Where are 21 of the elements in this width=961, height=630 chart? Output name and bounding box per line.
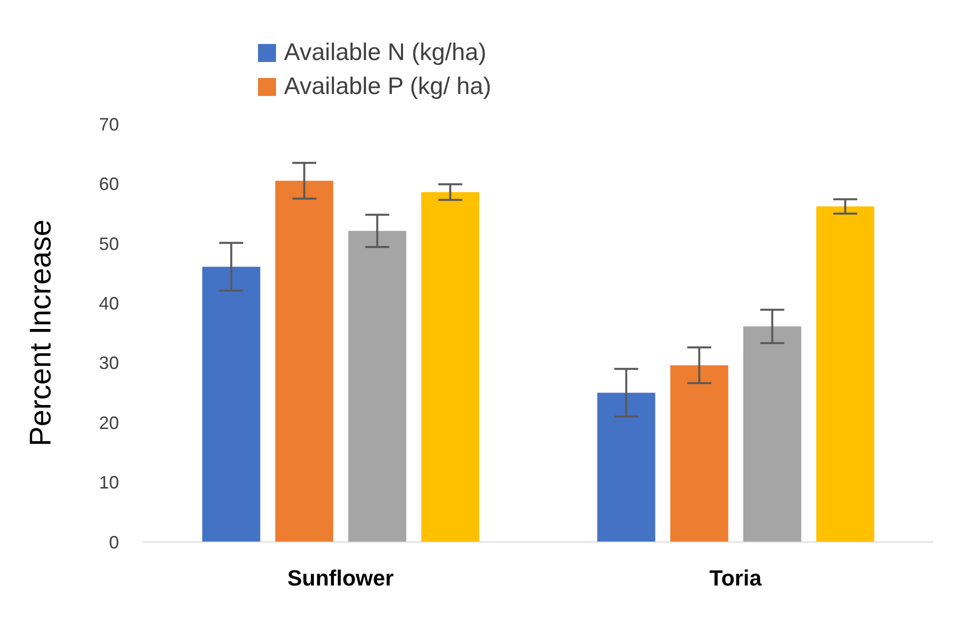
- y-tick-label: 30: [98, 353, 119, 374]
- y-tick-label: 60: [98, 174, 119, 194]
- y-axis-title: Percent Increase: [24, 220, 58, 446]
- y-tick-label: 10: [98, 472, 119, 493]
- x-tick-label: Toria: [709, 566, 762, 591]
- y-tick-label: 40: [98, 294, 119, 314]
- x-tick-label: Sunflower: [287, 566, 394, 591]
- bar: [421, 192, 480, 542]
- y-tick-label: 0: [108, 532, 119, 552]
- bar: [816, 206, 874, 542]
- y-tick-label: 50: [98, 234, 119, 254]
- bar: [743, 326, 802, 542]
- legend-label: Available P (kg/ ha): [284, 72, 492, 102]
- bar: [348, 230, 406, 542]
- bar: [670, 365, 728, 542]
- bar: [275, 180, 334, 542]
- y-tick-label: 20: [98, 412, 119, 433]
- bar: [202, 266, 260, 542]
- y-tick-label: 70: [98, 114, 119, 134]
- legend-label: Available N (kg/ha): [284, 38, 486, 68]
- bar: [597, 392, 656, 542]
